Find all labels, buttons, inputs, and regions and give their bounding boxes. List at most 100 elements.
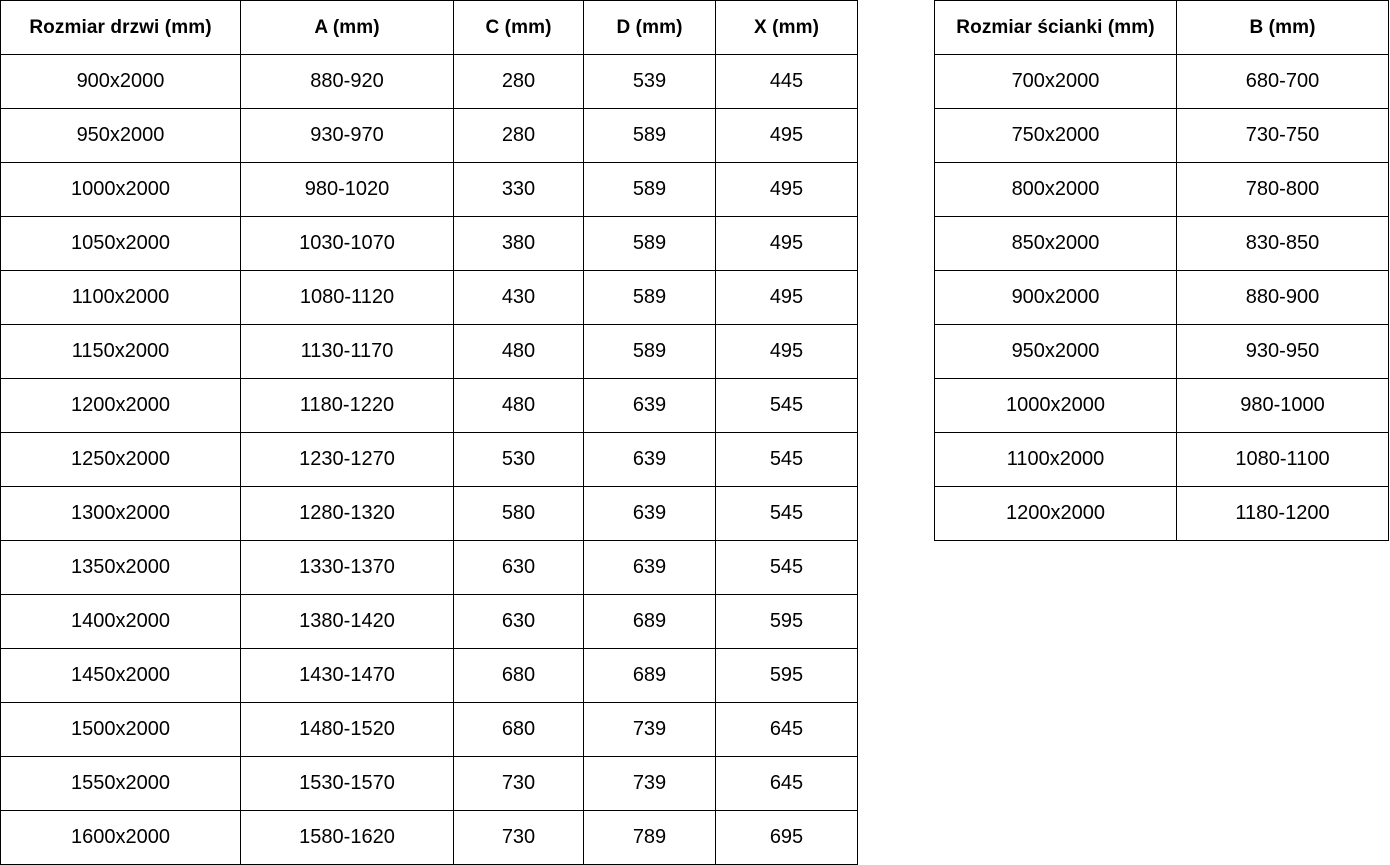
cell-dimension-c: 730 — [453, 756, 584, 811]
cell-dimension-x: 545 — [715, 378, 858, 433]
cell-dimension-c: 630 — [453, 540, 584, 595]
cell-dimension-x: 495 — [715, 162, 858, 217]
cell-dimension-d: 739 — [583, 702, 716, 757]
cell-dimension-c: 680 — [453, 702, 584, 757]
cell-dimension-a: 1330-1370 — [240, 540, 454, 595]
table-row: 1150x2000 1130-1170 480 589 495 — [0, 324, 858, 379]
cell-dimension-a: 1130-1170 — [240, 324, 454, 379]
doors-header-row: Rozmiar drzwi (mm) A (mm) C (mm) D (mm) … — [0, 0, 858, 55]
cell-dimension-a: 1230-1270 — [240, 432, 454, 487]
door-size-specification-table: Rozmiar drzwi (mm) A (mm) C (mm) D (mm) … — [0, 0, 858, 865]
table-row: 1400x2000 1380-1420 630 689 595 — [0, 594, 858, 649]
table-row: 1600x2000 1580-1620 730 789 695 — [0, 810, 858, 865]
walls-header-row: Rozmiar ścianki (mm) B (mm) — [934, 0, 1389, 55]
table-row: 900x2000 880-920 280 539 445 — [0, 54, 858, 109]
cell-wall-size: 900x2000 — [934, 270, 1177, 325]
table-row: 1000x2000 980-1020 330 589 495 — [0, 162, 858, 217]
table-row: 1100x2000 1080-1100 — [934, 432, 1389, 487]
doors-column-header-size: Rozmiar drzwi (mm) — [0, 0, 241, 55]
cell-dimension-a: 1530-1570 — [240, 756, 454, 811]
cell-dimension-d: 589 — [583, 324, 716, 379]
cell-dimension-a: 1430-1470 — [240, 648, 454, 703]
cell-dimension-a: 980-1020 — [240, 162, 454, 217]
cell-door-size: 950x2000 — [0, 108, 241, 163]
cell-dimension-a: 1180-1220 — [240, 378, 454, 433]
cell-dimension-a: 1380-1420 — [240, 594, 454, 649]
wall-panel-size-specification-table: Rozmiar ścianki (mm) B (mm) 700x2000 680-… — [934, 0, 1389, 541]
cell-dimension-c: 280 — [453, 54, 584, 109]
cell-door-size: 1000x2000 — [0, 162, 241, 217]
cell-dimension-d: 639 — [583, 432, 716, 487]
cell-dimension-x: 595 — [715, 648, 858, 703]
table-row: 900x2000 880-900 — [934, 270, 1389, 325]
table-row: 700x2000 680-700 — [934, 54, 1389, 109]
cell-dimension-x: 495 — [715, 216, 858, 271]
cell-door-size: 900x2000 — [0, 54, 241, 109]
table-row: 1450x2000 1430-1470 680 689 595 — [0, 648, 858, 703]
cell-dimension-c: 630 — [453, 594, 584, 649]
table-row: 1250x2000 1230-1270 530 639 545 — [0, 432, 858, 487]
cell-dimension-b: 830-850 — [1176, 216, 1389, 271]
cell-dimension-x: 545 — [715, 486, 858, 541]
doors-column-header-x: X (mm) — [715, 0, 858, 55]
table-row: 1200x2000 1180-1200 — [934, 486, 1389, 541]
table-row: 1350x2000 1330-1370 630 639 545 — [0, 540, 858, 595]
cell-door-size: 1350x2000 — [0, 540, 241, 595]
doors-table-body: 900x2000 880-920 280 539 445 950x2000 930-970 2… — [0, 54, 858, 865]
table-row: 1550x2000 1530-1570 730 739 645 — [0, 756, 858, 811]
cell-dimension-d: 539 — [583, 54, 716, 109]
table-row: 1200x2000 1180-1220 480 639 545 — [0, 378, 858, 433]
walls-column-header-size: Rozmiar ścianki (mm) — [934, 0, 1177, 55]
cell-dimension-b: 680-700 — [1176, 54, 1389, 109]
cell-door-size: 1200x2000 — [0, 378, 241, 433]
cell-dimension-c: 580 — [453, 486, 584, 541]
cell-door-size: 1450x2000 — [0, 648, 241, 703]
cell-dimension-x: 445 — [715, 54, 858, 109]
cell-dimension-x: 695 — [715, 810, 858, 865]
cell-dimension-c: 430 — [453, 270, 584, 325]
cell-dimension-d: 789 — [583, 810, 716, 865]
cell-dimension-c: 530 — [453, 432, 584, 487]
cell-dimension-a: 930-970 — [240, 108, 454, 163]
cell-dimension-x: 545 — [715, 540, 858, 595]
walls-table-body: 700x2000 680-700 750x2000 730-750 800x2000 78… — [934, 54, 1389, 541]
cell-dimension-d: 589 — [583, 270, 716, 325]
cell-dimension-b: 930-950 — [1176, 324, 1389, 379]
cell-dimension-x: 495 — [715, 324, 858, 379]
cell-dimension-x: 645 — [715, 756, 858, 811]
cell-dimension-d: 589 — [583, 216, 716, 271]
cell-dimension-d: 689 — [583, 594, 716, 649]
cell-dimension-b: 880-900 — [1176, 270, 1389, 325]
cell-dimension-a: 1080-1120 — [240, 270, 454, 325]
doors-table-header: Rozmiar drzwi (mm) A (mm) C (mm) D (mm) … — [0, 0, 858, 55]
cell-dimension-c: 280 — [453, 108, 584, 163]
cell-dimension-a: 1580-1620 — [240, 810, 454, 865]
cell-dimension-c: 380 — [453, 216, 584, 271]
table-row: 950x2000 930-950 — [934, 324, 1389, 379]
cell-dimension-d: 639 — [583, 486, 716, 541]
cell-dimension-a: 1030-1070 — [240, 216, 454, 271]
doors-column-header-d: D (mm) — [583, 0, 716, 55]
cell-dimension-a: 1480-1520 — [240, 702, 454, 757]
table-row: 1050x2000 1030-1070 380 589 495 — [0, 216, 858, 271]
cell-dimension-x: 545 — [715, 432, 858, 487]
cell-dimension-b: 780-800 — [1176, 162, 1389, 217]
cell-door-size: 1600x2000 — [0, 810, 241, 865]
cell-dimension-x: 595 — [715, 594, 858, 649]
cell-dimension-a: 1280-1320 — [240, 486, 454, 541]
table-row: 1000x2000 980-1000 — [934, 378, 1389, 433]
table-row: 1500x2000 1480-1520 680 739 645 — [0, 702, 858, 757]
cell-wall-size: 950x2000 — [934, 324, 1177, 379]
cell-door-size: 1300x2000 — [0, 486, 241, 541]
cell-dimension-d: 639 — [583, 378, 716, 433]
cell-dimension-c: 730 — [453, 810, 584, 865]
table-row: 850x2000 830-850 — [934, 216, 1389, 271]
table-row: 950x2000 930-970 280 589 495 — [0, 108, 858, 163]
cell-dimension-b: 980-1000 — [1176, 378, 1389, 433]
cell-dimension-d: 589 — [583, 162, 716, 217]
cell-dimension-b: 730-750 — [1176, 108, 1389, 163]
cell-dimension-c: 680 — [453, 648, 584, 703]
cell-dimension-d: 739 — [583, 756, 716, 811]
cell-door-size: 1500x2000 — [0, 702, 241, 757]
cell-dimension-c: 480 — [453, 324, 584, 379]
